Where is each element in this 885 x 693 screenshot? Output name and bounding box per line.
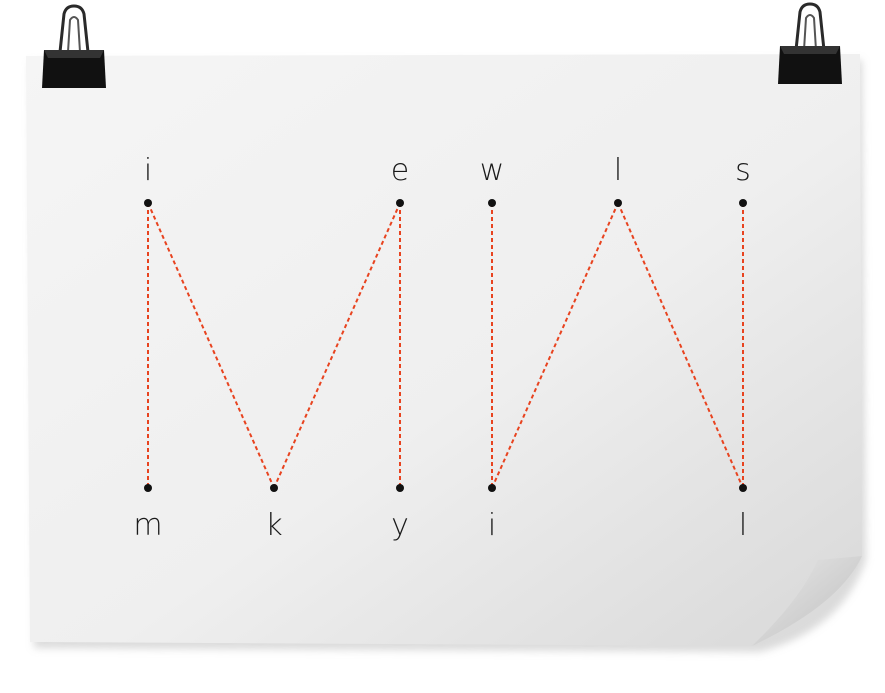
dot-b2: [270, 484, 278, 492]
top-letter-1: i: [144, 153, 152, 188]
dot-b3: [396, 484, 404, 492]
dot-t1: [144, 199, 152, 207]
dot-t4: [614, 199, 622, 207]
letter-lines: [147, 202, 744, 489]
binder-clip-icon: [778, 2, 842, 84]
binder-clip-icon: [42, 4, 106, 88]
dotted-line-7: [617, 202, 744, 489]
dot-b1: [144, 484, 152, 492]
dotted-line-2: [147, 202, 275, 489]
dot-t2: [396, 199, 404, 207]
bottom-letter-2: k: [265, 508, 282, 543]
top-letter-3: w: [480, 153, 505, 188]
bottom-letter-3: y: [391, 508, 409, 543]
top-letter-5: s: [735, 153, 751, 188]
paper-sheet: [26, 54, 862, 646]
paper-curl: [752, 556, 862, 646]
bottom-letter-5: l: [739, 508, 747, 543]
dot-t3: [488, 199, 496, 207]
top-letter-2: e: [391, 153, 409, 188]
top-letter-4: l: [614, 153, 622, 188]
dot-b4: [488, 484, 496, 492]
dot-t5: [739, 199, 747, 207]
dot-b5: [739, 484, 747, 492]
dotted-line-3: [273, 202, 401, 489]
bottom-letter-4: i: [488, 508, 496, 543]
dotted-line-6: [491, 202, 619, 489]
bottom-letter-1: m: [133, 508, 162, 543]
letter-dots: [144, 199, 747, 492]
